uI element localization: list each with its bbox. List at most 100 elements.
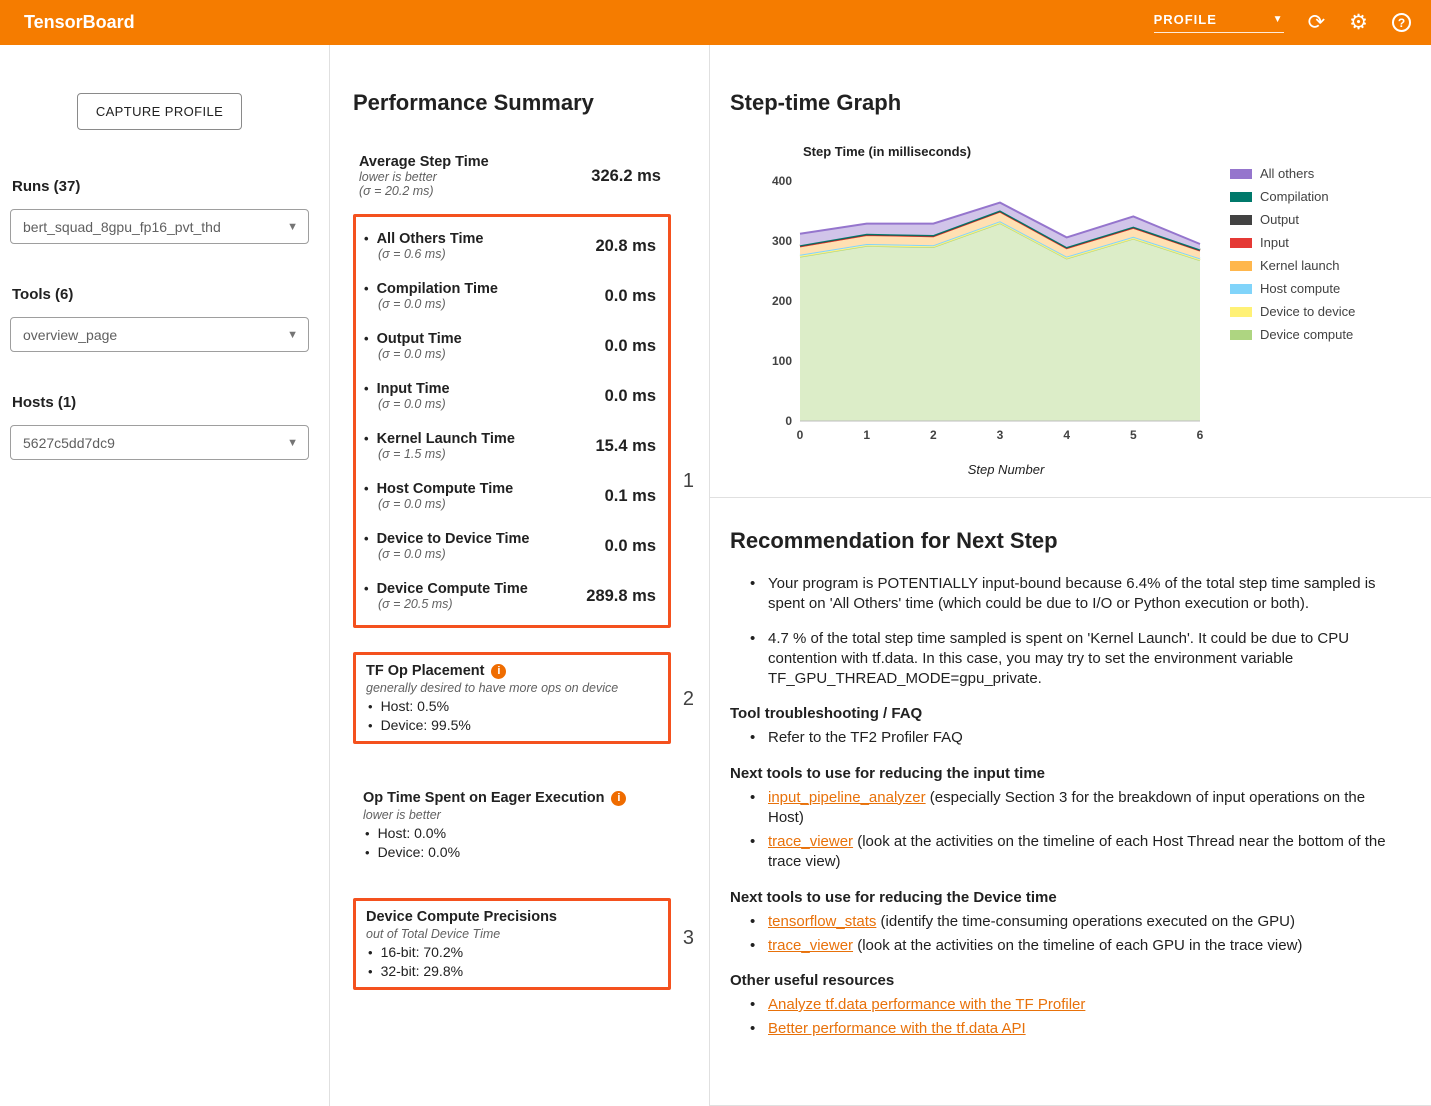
tf-op-placement-title: TF Op Placement bbox=[366, 663, 485, 679]
metric-value: 20.8 ms bbox=[595, 236, 656, 255]
legend-swatch bbox=[1230, 214, 1252, 225]
chevron-down-icon: ▼ bbox=[287, 436, 298, 449]
legend-label: Output bbox=[1260, 212, 1300, 227]
step-time-graph-section: Step-time Graph Step Time (in millisecon… bbox=[710, 45, 1431, 498]
runs-label: Runs (37) bbox=[12, 178, 81, 195]
metric-row: Input Time (σ = 0.0 ms) 0.0 ms bbox=[358, 371, 666, 421]
metric-row: Output Time (σ = 0.0 ms) 0.0 ms bbox=[358, 321, 666, 371]
legend-swatch bbox=[1230, 260, 1252, 271]
legend-label: All others bbox=[1260, 166, 1315, 181]
svg-text:2: 2 bbox=[930, 428, 937, 442]
metric-label: Output Time bbox=[364, 331, 462, 347]
metric-row: Host Compute Time (σ = 0.0 ms) 0.1 ms bbox=[358, 471, 666, 521]
eager-execution-title: Op Time Spent on Eager Execution bbox=[363, 790, 605, 806]
metric-value: 15.4 ms bbox=[595, 436, 656, 455]
legend-item: Host compute bbox=[1230, 281, 1355, 296]
app-header: TensorBoard PROFILE ▼ ⟳ ⚙ ? bbox=[0, 0, 1431, 45]
metric-label: Device to Device Time bbox=[364, 531, 530, 547]
metric-label: Input Time bbox=[364, 381, 450, 397]
resources-heading: Other useful resources bbox=[730, 972, 895, 989]
metric-value: 0.0 ms bbox=[604, 536, 656, 555]
legend-item: Input bbox=[1230, 235, 1355, 250]
annotation-number-1: 1 bbox=[682, 469, 694, 492]
eager-execution-note: lower is better bbox=[363, 808, 441, 822]
metric-row: Kernel Launch Time (σ = 1.5 ms) 15.4 ms bbox=[358, 421, 666, 471]
dashboard-selector[interactable]: PROFILE ▼ bbox=[1153, 12, 1284, 33]
input-tools-heading: Next tools to use for reducing the input… bbox=[730, 764, 1046, 782]
input-pipeline-analyzer-link[interactable]: input_pipeline_analyzer bbox=[768, 788, 926, 806]
performance-summary-panel: Performance Summary Average Step Time lo… bbox=[330, 45, 710, 1106]
gear-icon[interactable]: ⚙ bbox=[1349, 11, 1368, 34]
reload-icon[interactable]: ⟳ bbox=[1307, 11, 1326, 34]
faq-item: Refer to the TF2 Profiler FAQ bbox=[750, 728, 1401, 749]
metric-sigma: (σ = 0.0 ms) bbox=[378, 397, 446, 411]
help-icon[interactable]: ? bbox=[1392, 13, 1411, 32]
metric-row: All Others Time (σ = 0.6 ms) 20.8 ms bbox=[358, 221, 666, 271]
eager-execution-section: Op Time Spent on Eager Execution i lower… bbox=[353, 782, 671, 868]
info-icon[interactable]: i bbox=[491, 663, 507, 679]
svg-text:3: 3 bbox=[997, 428, 1004, 442]
metric-row: Device to Device Time (σ = 0.0 ms) 0.0 m… bbox=[358, 521, 666, 571]
metric-sigma: (σ = 0.0 ms) bbox=[378, 297, 446, 311]
metric-label: All Others Time bbox=[364, 231, 484, 247]
sidebar: CAPTURE PROFILE Runs (37) bert_squad_8gp… bbox=[0, 45, 330, 1106]
legend-item: Device to device bbox=[1230, 304, 1355, 319]
metric-label: Host Compute Time bbox=[364, 481, 514, 497]
metric-sigma: (σ = 0.0 ms) bbox=[378, 497, 446, 511]
chevron-down-icon: ▼ bbox=[287, 328, 298, 341]
metric-sigma: (σ = 1.5 ms) bbox=[378, 447, 446, 461]
tools-select-value: overview_page bbox=[23, 326, 118, 343]
tfdata-performance-link[interactable]: Analyze tf.data performance with the TF … bbox=[768, 996, 1086, 1013]
device-tools-heading: Next tools to use for reducing the Devic… bbox=[730, 888, 1057, 906]
tf-op-placement-note: generally desired to have more ops on de… bbox=[366, 681, 619, 695]
recommendation-bullet: 4.7 % of the total step time sampled is … bbox=[750, 629, 1401, 690]
device-precisions-title: Device Compute Precisions bbox=[366, 909, 557, 925]
trace-viewer-link[interactable]: trace_viewer bbox=[768, 833, 854, 850]
eager-execution-device: Device: 0.0% bbox=[365, 844, 661, 860]
legend-label: Kernel launch bbox=[1260, 258, 1340, 273]
svg-text:200: 200 bbox=[772, 294, 792, 308]
device-precisions-16bit: 16-bit: 70.2% bbox=[368, 944, 658, 960]
recommendation-bullet: Your program is POTENTIALLY input-bound … bbox=[750, 574, 1401, 615]
tool-suggestion-text: (identify the time-consuming operations … bbox=[876, 912, 1295, 930]
device-precisions-box: 3 Device Compute Precisions out of Total… bbox=[353, 898, 694, 990]
svg-text:6: 6 bbox=[1197, 428, 1204, 442]
legend-label: Device to device bbox=[1260, 304, 1356, 319]
right-panel: Step-time Graph Step Time (in millisecon… bbox=[710, 45, 1431, 1106]
info-icon[interactable]: i bbox=[611, 790, 627, 806]
annotation-number-3: 3 bbox=[682, 926, 694, 949]
dashboard-selector-value: PROFILE bbox=[1153, 12, 1217, 27]
device-precisions-note: out of Total Device Time bbox=[366, 927, 501, 941]
metric-value: 0.0 ms bbox=[604, 336, 656, 355]
legend-swatch bbox=[1230, 283, 1252, 294]
tools-label: Tools (6) bbox=[12, 286, 74, 303]
legend-label: Host compute bbox=[1260, 281, 1341, 296]
metric-row: Device Compute Time (σ = 20.5 ms) 289.8 … bbox=[358, 571, 666, 621]
tf-op-placement-host: Host: 0.5% bbox=[368, 698, 658, 714]
step-time-graph-title: Step-time Graph bbox=[730, 90, 902, 115]
svg-text:5: 5 bbox=[1130, 428, 1137, 442]
svg-text:300: 300 bbox=[772, 234, 792, 248]
tensorflow-stats-link[interactable]: tensorflow_stats bbox=[768, 912, 877, 930]
hosts-select[interactable]: 5627c5dd7dc9 ▼ bbox=[10, 425, 309, 460]
metric-sigma: (σ = 0.6 ms) bbox=[378, 247, 446, 261]
metric-row: Compilation Time (σ = 0.0 ms) 0.0 ms bbox=[358, 271, 666, 321]
chart-xaxis-label: Step Number bbox=[967, 462, 1045, 477]
tool-suggestion: trace_viewer (look at the activities on … bbox=[750, 832, 1401, 873]
tool-suggestion-text: (look at the activities on the timeline … bbox=[853, 936, 1303, 954]
recommendation-title: Recommendation for Next Step bbox=[730, 528, 1058, 553]
metric-label: Device Compute Time bbox=[364, 581, 528, 597]
metric-label: Average Step Time bbox=[359, 154, 489, 170]
metric-value: 326.2 ms bbox=[591, 166, 661, 185]
runs-select[interactable]: bert_squad_8gpu_fp16_pvt_thd ▼ bbox=[10, 209, 309, 244]
chart-legend: All others Compilation Output Input Kernel l… bbox=[1212, 144, 1355, 477]
tool-suggestion: input_pipeline_analyzer (especially Sect… bbox=[750, 788, 1401, 829]
legend-swatch bbox=[1230, 237, 1252, 248]
tools-select[interactable]: overview_page ▼ bbox=[10, 317, 309, 352]
legend-swatch bbox=[1230, 168, 1252, 179]
tfdata-api-link[interactable]: Better performance with the tf.data API bbox=[768, 1020, 1026, 1038]
capture-profile-button[interactable]: CAPTURE PROFILE bbox=[76, 93, 243, 130]
svg-text:100: 100 bbox=[772, 354, 792, 368]
legend-item: Output bbox=[1230, 212, 1355, 227]
trace-viewer-link[interactable]: trace_viewer bbox=[768, 936, 854, 954]
